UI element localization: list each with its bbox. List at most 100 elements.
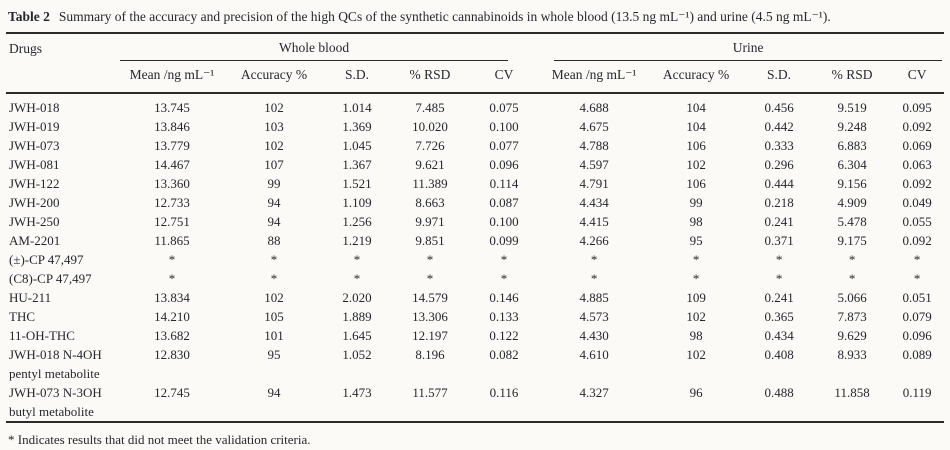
- value-cell: 0.114: [489, 176, 519, 191]
- value-cell: *: [692, 271, 700, 286]
- value-cell: 7.873: [837, 309, 867, 324]
- value-cell: *: [913, 252, 921, 267]
- table-header: Drugs Whole blood Urine Mean /ng mL⁻¹ Ac…: [6, 34, 945, 93]
- table-row: JWH-200 12.733 94 1.109 8.663 0.087 4.434 99 0.2…: [6, 193, 944, 212]
- value-cell: 8.663: [415, 195, 445, 210]
- value-cell: 102: [686, 347, 706, 362]
- value-cell: 0.095: [902, 100, 932, 115]
- value-cell: 0.333: [764, 138, 794, 153]
- value-cell: 1.521: [342, 176, 372, 191]
- value-cell: 0.146: [489, 290, 519, 305]
- column-header-wb-accuracy: Accuracy %: [240, 67, 308, 82]
- value-cell: *: [500, 252, 508, 267]
- value-cell: 0.218: [764, 195, 794, 210]
- drug-name: JWH-200: [9, 195, 60, 210]
- table-row: AM-2201 11.865 88 1.219 9.851 0.099 4.266 95 0.3…: [6, 231, 944, 250]
- value-cell: 4.434: [579, 195, 609, 210]
- value-cell: 95: [267, 347, 281, 362]
- value-cell: 4.573: [579, 309, 609, 324]
- value-cell: 12.751: [154, 214, 190, 229]
- value-cell: 105: [264, 309, 284, 324]
- value-cell: 98: [689, 214, 703, 229]
- table-footnote: * Indicates results that did not meet th…: [8, 432, 311, 447]
- value-cell: 103: [264, 119, 284, 134]
- table-row: JWH-081 14.467 107 1.367 9.621 0.096 4.597 102 0…: [6, 155, 944, 174]
- value-cell: 12.745: [154, 385, 190, 400]
- column-header-wb-mean: Mean /ng mL⁻¹: [129, 67, 215, 82]
- value-cell: *: [848, 271, 856, 286]
- value-cell: 4.266: [579, 233, 609, 248]
- value-cell: 99: [689, 195, 703, 210]
- value-cell: 1.369: [342, 119, 372, 134]
- value-cell: 7.726: [415, 138, 445, 153]
- value-cell: 13.360: [154, 176, 190, 191]
- value-cell: 11.865: [154, 233, 190, 248]
- drug-name: (±)-CP 47,497: [9, 252, 84, 267]
- value-cell: *: [353, 252, 361, 267]
- value-cell: 0.442: [764, 119, 794, 134]
- value-cell: 9.248: [837, 119, 867, 134]
- value-cell: 6.883: [837, 138, 867, 153]
- value-cell: 0.077: [489, 138, 519, 153]
- qc-summary-table: Drugs Whole blood Urine Mean /ng mL⁻¹ Ac…: [6, 34, 945, 423]
- column-header-wb-rsd: % RSD: [409, 67, 451, 82]
- value-cell: 13.779: [154, 138, 190, 153]
- value-cell: 102: [264, 138, 284, 153]
- value-cell: 1.045: [342, 138, 372, 153]
- value-cell: 88: [267, 233, 281, 248]
- value-cell: 4.415: [579, 214, 609, 229]
- value-cell: 0.365: [764, 309, 794, 324]
- value-cell: 104: [686, 119, 706, 134]
- value-cell: 4.791: [579, 176, 609, 191]
- drug-name: JWH-081: [9, 157, 60, 172]
- value-cell: 4.327: [579, 385, 609, 400]
- drug-name: AM-2201: [9, 233, 61, 248]
- table-row: HU-211 13.834 102 2.020 14.579 0.146 4.885 109 0…: [6, 288, 944, 307]
- value-cell: *: [168, 271, 176, 286]
- value-cell: 0.092: [902, 119, 932, 134]
- value-cell: 0.087: [489, 195, 519, 210]
- value-cell: *: [270, 271, 278, 286]
- drug-name: (C8)-CP 47,497: [9, 271, 92, 286]
- value-cell: 14.467: [154, 157, 190, 172]
- drug-name: JWH-018 N-4OH pentyl metabolite: [9, 347, 102, 381]
- table-row: THC 14.210 105 1.889 13.306 0.133 4.573 102 0.36…: [6, 307, 944, 326]
- value-cell: *: [913, 271, 921, 286]
- value-cell: 9.629: [837, 328, 867, 343]
- value-cell: 106: [686, 176, 706, 191]
- value-cell: 0.055: [902, 214, 932, 229]
- value-cell: 4.610: [579, 347, 609, 362]
- value-cell: 0.119: [902, 385, 932, 400]
- value-cell: 1.219: [342, 233, 372, 248]
- value-cell: 0.456: [764, 100, 794, 115]
- drug-name: JWH-122: [9, 176, 60, 191]
- column-header-wb-cv: CV: [494, 67, 514, 82]
- table-row: JWH-073 13.779 102 1.045 7.726 0.077 4.788 106 0…: [6, 136, 944, 155]
- value-cell: 102: [264, 290, 284, 305]
- value-cell: 0.408: [764, 347, 794, 362]
- value-cell: 9.971: [415, 214, 445, 229]
- value-cell: *: [500, 271, 508, 286]
- value-cell: 0.089: [902, 347, 932, 362]
- value-cell: 0.049: [902, 195, 932, 210]
- table-row: (±)-CP 47,497 * * * * * * * * * *: [6, 250, 944, 269]
- table-row: (C8)-CP 47,497 * * * * * * * * * *: [6, 269, 944, 288]
- group-header-row: Drugs Whole blood Urine: [6, 34, 944, 61]
- value-cell: *: [775, 252, 783, 267]
- value-cell: 96: [689, 385, 703, 400]
- value-cell: 0.082: [489, 347, 519, 362]
- value-cell: 0.434: [764, 328, 794, 343]
- value-cell: 0.100: [489, 214, 519, 229]
- value-cell: 106: [686, 138, 706, 153]
- value-cell: 5.478: [837, 214, 867, 229]
- value-cell: *: [692, 252, 700, 267]
- value-cell: 10.020: [412, 119, 448, 134]
- value-cell: 5.066: [837, 290, 867, 305]
- table-caption-label: Table 2: [8, 9, 50, 24]
- drug-name: JWH-250: [9, 214, 60, 229]
- value-cell: *: [353, 271, 361, 286]
- value-cell: 95: [689, 233, 703, 248]
- value-cell: 8.933: [837, 347, 867, 362]
- drug-name: HU-211: [9, 290, 52, 305]
